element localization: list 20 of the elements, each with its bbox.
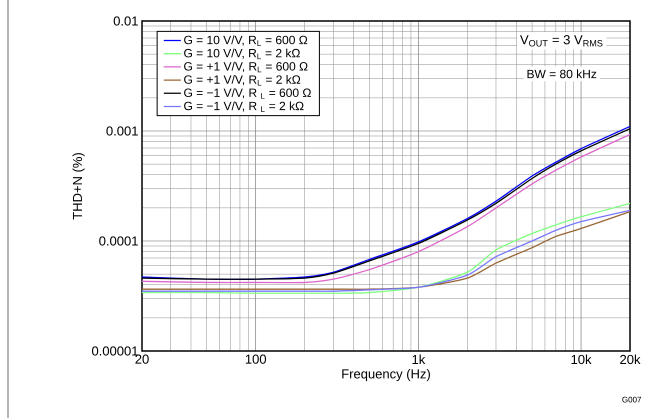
annotation: V$_{OUT}$ = 3 V$_{RMS}$: [520, 35, 602, 47]
x-tick-label: 100: [246, 354, 266, 364]
text: G007: [622, 396, 642, 402]
legend-label: G = +1 V/V, R$_{L}$ = 600 Ω: [184, 62, 308, 72]
y-axis-title: THD+N (%): [72, 153, 85, 220]
y-tick-label: 0.0001: [99, 236, 138, 246]
annotation: BW = 80 kHz: [528, 69, 596, 78]
legend-label: G = −1 V/V, R $_{L}$ = 2 kΩ: [184, 101, 304, 112]
legend-label: G = 10 V/V, R$_{L}$ = 2 kΩ: [184, 48, 300, 60]
y-tick-label: 0.00001: [92, 346, 138, 356]
x-tick-label: 20k: [620, 354, 641, 364]
y-tick-label: 0.01: [114, 16, 138, 26]
legend-label: G = −1 V/V, R $_{L}$ = 600 Ω: [184, 88, 311, 99]
x-tick-label: 10k: [572, 354, 592, 364]
x-tick-label: 20: [135, 354, 149, 364]
x-axis-title: Frequency (Hz): [342, 368, 430, 382]
y-tick-label: 0.001: [106, 126, 138, 136]
legend-label: G = +1 V/V, R$_{L}$ = 2 kΩ: [184, 75, 300, 86]
legend-label: G = 10 V/V, R$_{L}$ = 600 Ω: [184, 35, 308, 46]
x-tick-label: 1k: [412, 354, 426, 364]
